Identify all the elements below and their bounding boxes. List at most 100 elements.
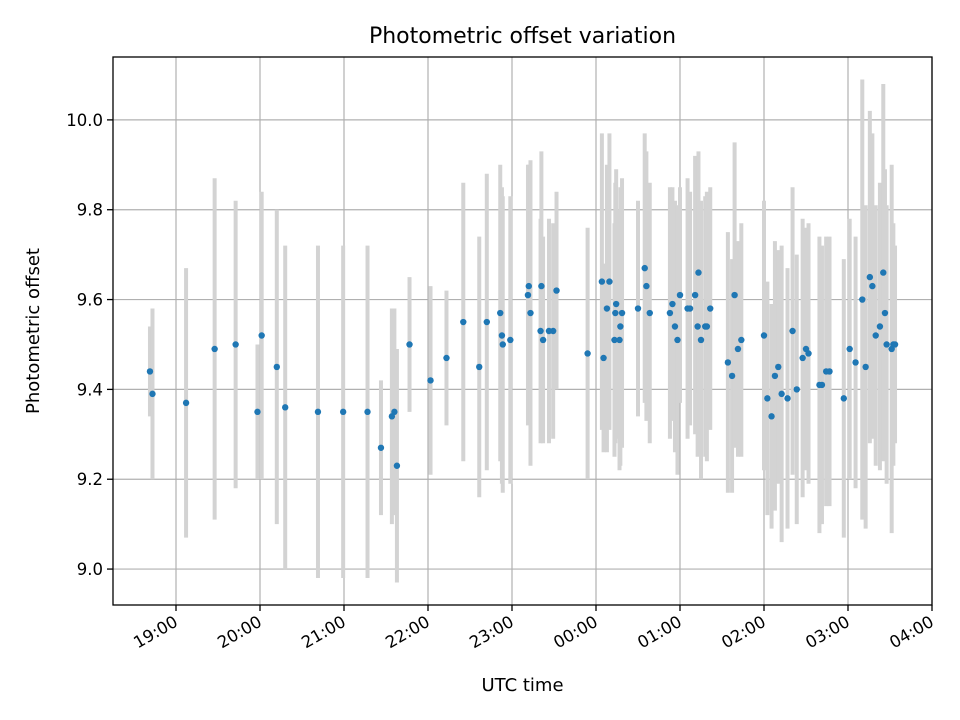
data-point	[676, 291, 684, 299]
data-point	[377, 444, 385, 451]
data-point	[254, 408, 261, 416]
data-point	[603, 305, 611, 312]
data-point	[232, 341, 239, 348]
data-point	[840, 395, 847, 402]
data-point	[211, 345, 218, 353]
data-point	[880, 269, 887, 276]
x-axis-label: UTC time	[481, 675, 563, 696]
data-point	[282, 404, 289, 411]
data-point	[643, 282, 650, 290]
data-point	[760, 332, 768, 339]
data-point	[666, 309, 674, 317]
data-point	[364, 408, 371, 416]
data-point	[694, 323, 701, 330]
data-point	[881, 309, 889, 317]
data-point	[768, 413, 775, 420]
y-axis-label: Photometric offset	[23, 248, 44, 414]
data-point	[497, 309, 504, 317]
data-point	[738, 336, 745, 344]
data-point	[872, 332, 879, 339]
data-point	[876, 323, 884, 330]
data-point	[273, 363, 280, 371]
data-point	[731, 291, 738, 299]
data-point	[799, 354, 806, 362]
data-point	[764, 395, 771, 402]
data-point	[146, 368, 154, 375]
data-point	[724, 359, 732, 366]
data-point	[891, 341, 899, 348]
data-point	[674, 336, 681, 344]
y-tick-label: 10.0	[66, 111, 103, 130]
data-point	[734, 345, 742, 353]
data-point	[612, 309, 619, 317]
data-point	[852, 359, 859, 366]
data-point	[686, 305, 694, 312]
data-point	[618, 309, 626, 317]
data-point	[499, 341, 506, 348]
data-point	[460, 318, 467, 326]
data-point	[524, 291, 532, 299]
plot-frame	[112, 56, 933, 606]
chart-title: Photometric offset variation	[369, 24, 676, 49]
data-point	[826, 368, 833, 375]
data-point	[789, 327, 796, 335]
data-point	[866, 273, 874, 281]
data-point	[695, 269, 702, 276]
data-point	[600, 354, 607, 362]
data-point	[641, 264, 648, 272]
data-point	[697, 336, 705, 344]
data-point	[584, 350, 591, 357]
data-point	[427, 377, 434, 384]
data-point	[805, 350, 812, 357]
data-point	[793, 386, 800, 393]
data-point	[646, 309, 653, 317]
data-point	[634, 305, 642, 312]
data-points	[146, 264, 899, 469]
data-point	[258, 332, 265, 339]
data-point	[391, 408, 398, 416]
data-point	[339, 408, 347, 416]
data-point	[527, 309, 534, 317]
data-point	[537, 327, 544, 335]
data-point	[525, 282, 532, 290]
data-point	[498, 332, 506, 339]
data-point	[314, 408, 322, 416]
y-tick-label: 9.8	[77, 201, 103, 220]
data-point	[553, 287, 560, 294]
data-point	[149, 390, 156, 398]
data-point	[606, 278, 613, 285]
data-point	[775, 363, 782, 371]
data-point	[818, 381, 826, 389]
data-point	[507, 336, 514, 344]
data-point	[617, 323, 624, 330]
data-point	[883, 341, 890, 348]
data-point	[859, 296, 866, 303]
data-point	[778, 390, 785, 398]
data-point	[539, 336, 547, 344]
data-point	[869, 282, 876, 290]
y-tick-label: 9.6	[77, 291, 103, 310]
data-point	[703, 323, 711, 330]
data-point	[616, 336, 623, 344]
data-point	[598, 278, 606, 285]
data-point	[771, 372, 779, 380]
data-point	[611, 336, 618, 344]
data-point	[443, 354, 450, 362]
data-point	[862, 363, 869, 371]
data-point	[538, 282, 545, 290]
data-point	[476, 363, 483, 371]
data-point	[691, 291, 699, 299]
y-tick-label: 9.0	[77, 560, 103, 579]
y-tick-label: 9.4	[77, 380, 103, 399]
data-point	[393, 462, 401, 469]
data-point	[728, 372, 736, 380]
data-point	[846, 345, 853, 353]
data-point	[483, 318, 490, 326]
data-point	[707, 305, 714, 312]
data-point	[182, 399, 190, 407]
data-point	[612, 300, 620, 308]
y-tick-label: 9.2	[77, 470, 103, 489]
data-point	[669, 300, 676, 308]
data-point	[671, 323, 679, 330]
